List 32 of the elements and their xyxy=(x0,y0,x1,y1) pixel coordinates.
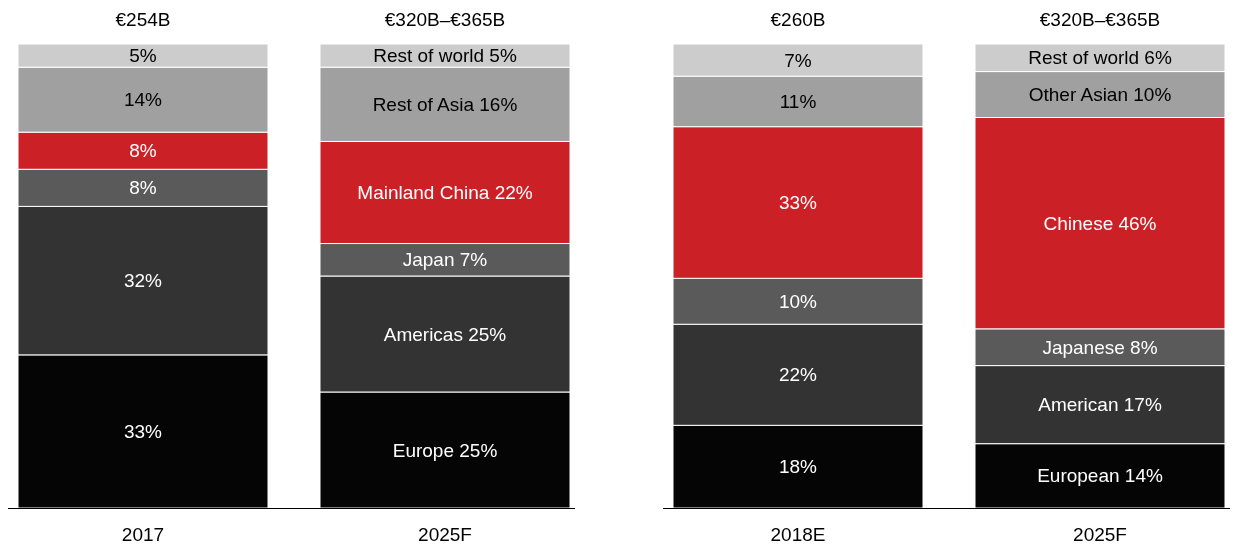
data-label: Japanese 8% xyxy=(1042,336,1158,358)
data-label: Japan 7% xyxy=(402,249,488,271)
x-tick-label: 2025F xyxy=(418,524,472,545)
text: €254B xyxy=(115,9,171,30)
text: €320B–€365B xyxy=(1039,9,1161,30)
data-label: 11% xyxy=(779,91,817,113)
x-tick-label: 2025F xyxy=(1073,524,1127,545)
data-label: 5% xyxy=(129,45,157,67)
x-tick-label: 2018E xyxy=(770,524,826,545)
data-label: Mainland China 22% xyxy=(357,182,533,204)
data-label: European 14% xyxy=(1037,465,1163,487)
data-label: 18% xyxy=(778,456,818,478)
x-tick-label: 2017 xyxy=(121,524,165,545)
data-label: 7% xyxy=(784,49,812,71)
data-label: Rest of Asia 16% xyxy=(372,93,518,115)
data-label: Europe 25% xyxy=(392,439,498,461)
data-label: 8% xyxy=(129,177,157,199)
data-label: 10% xyxy=(778,290,818,312)
data-label: Rest of world 6% xyxy=(1028,47,1172,69)
data-label: 33% xyxy=(778,192,818,214)
data-label: American 17% xyxy=(1038,394,1162,416)
data-label: Americas 25% xyxy=(383,323,507,345)
data-label: Rest of world 5% xyxy=(373,45,517,67)
data-label: Other Asian 10% xyxy=(1028,84,1172,106)
data-label: 14% xyxy=(123,89,163,111)
text: €320B–€365B xyxy=(384,9,506,30)
data-label: 33% xyxy=(123,421,163,443)
data-label: Chinese 46% xyxy=(1043,212,1157,234)
data-label: 8% xyxy=(129,140,157,162)
data-label: 22% xyxy=(778,364,818,386)
text: €260B xyxy=(770,9,826,30)
data-label: 32% xyxy=(123,270,163,292)
